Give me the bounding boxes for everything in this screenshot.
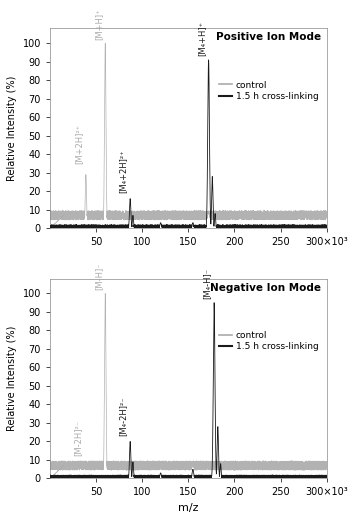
Text: [M-H]⁻: [M-H]⁻ xyxy=(94,262,103,290)
X-axis label: m/z: m/z xyxy=(178,503,198,513)
Text: [M₄-2H]²⁻: [M₄-2H]²⁻ xyxy=(119,396,128,436)
Text: [M₄+H]⁺: [M₄+H]⁺ xyxy=(197,21,206,56)
Text: Positive Ion Mode: Positive Ion Mode xyxy=(216,32,321,43)
Text: [M₄-H]⁻: [M₄-H]⁻ xyxy=(203,268,212,299)
Text: [M-2H]²⁻: [M-2H]²⁻ xyxy=(73,420,83,456)
Text: Negative Ion Mode: Negative Ion Mode xyxy=(210,283,321,293)
Y-axis label: Relative Intensity (%): Relative Intensity (%) xyxy=(7,326,17,431)
Y-axis label: Relative Intensity (%): Relative Intensity (%) xyxy=(7,76,17,181)
Text: [M+H]⁺: [M+H]⁺ xyxy=(94,8,103,40)
Legend: control, 1.5 h cross-linking: control, 1.5 h cross-linking xyxy=(215,327,322,355)
Text: [M₄+2H]²⁺: [M₄+2H]²⁺ xyxy=(119,149,128,193)
Text: [M+2H]²⁺: [M+2H]²⁺ xyxy=(75,123,83,163)
Legend: control, 1.5 h cross-linking: control, 1.5 h cross-linking xyxy=(215,77,322,105)
